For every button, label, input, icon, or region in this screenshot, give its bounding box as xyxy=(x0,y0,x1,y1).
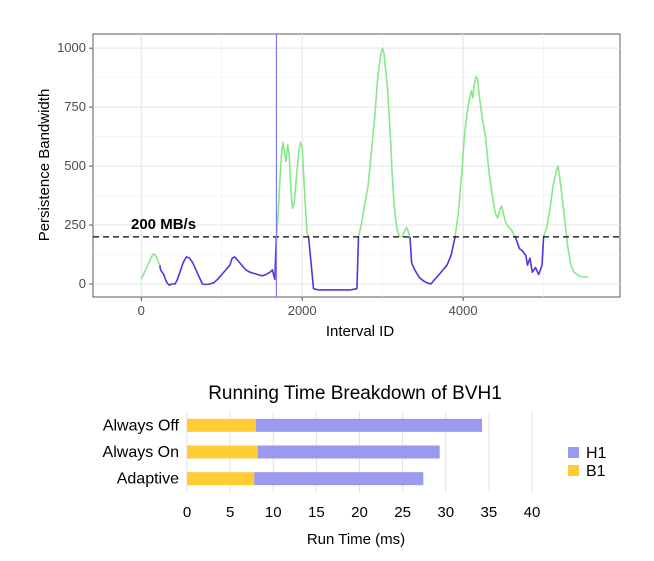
series-line-above-threshold xyxy=(357,47,401,238)
bar-x-tick-label: 40 xyxy=(524,504,541,521)
legend-swatch-B1 xyxy=(568,465,579,476)
line-x-axis-title: Interval ID xyxy=(326,323,395,340)
bar-segment-B1 xyxy=(187,445,258,459)
line-plot-panel xyxy=(92,33,621,298)
line-series-group xyxy=(140,47,589,291)
bar-segment-B1 xyxy=(187,418,256,432)
line-chart: 0 250 500 750 1000 0 2000 4000 200 MB/s Interv… xyxy=(36,33,621,340)
y-tick-label: 250 xyxy=(64,217,86,232)
line-x-axis: 0 2000 4000 xyxy=(138,297,478,318)
bar-category-label: Always On xyxy=(103,444,179,461)
bar-chart-title: Running Time Breakdown of BVH1 xyxy=(208,383,502,404)
series-line-above-threshold xyxy=(140,253,161,280)
bar-segment-H1 xyxy=(256,418,482,432)
bar-x-axis-title: Run Time (ms) xyxy=(307,531,405,548)
bar-x-tick-label: 15 xyxy=(308,504,325,521)
bar-x-tick-label: 10 xyxy=(265,504,282,521)
bar-x-axis: 0 5 10 15 20 25 30 35 40 xyxy=(183,504,541,521)
bar-x-tick-label: 25 xyxy=(394,504,411,521)
legend-swatch-H1 xyxy=(568,447,579,458)
bar-x-tick-label: 30 xyxy=(437,504,454,521)
y-tick-label: 1000 xyxy=(57,40,86,55)
line-reference-lines xyxy=(93,34,620,297)
y-tick-label: 500 xyxy=(64,158,86,173)
bar-category-label: Adaptive xyxy=(117,471,179,488)
series-line-below-threshold xyxy=(159,236,278,287)
line-gridlines xyxy=(93,34,620,297)
y-tick-label: 750 xyxy=(64,99,86,114)
legend-label-B1: B1 xyxy=(586,463,606,480)
series-line-below-threshold xyxy=(307,236,360,291)
series-line-above-threshold xyxy=(275,141,310,238)
bar-x-tick-label: 20 xyxy=(351,504,368,521)
x-tick-label: 0 xyxy=(138,303,145,318)
bar-segment-H1 xyxy=(257,445,440,459)
x-tick-label: 2000 xyxy=(288,303,317,318)
bar-series-group xyxy=(187,418,482,486)
series-line-above-threshold xyxy=(401,226,411,238)
x-tick-label: 4000 xyxy=(449,303,478,318)
line-y-axis: 0 250 500 750 1000 xyxy=(57,40,93,291)
series-line-below-threshold xyxy=(409,236,456,285)
bar-x-tick-label: 5 xyxy=(226,504,234,521)
bar-x-tick-label: 35 xyxy=(481,504,498,521)
bar-chart: Running Time Breakdown of BVH1 0 5 10 15 20 2… xyxy=(103,383,607,548)
bar-x-tick-label: 0 xyxy=(183,504,191,521)
legend-label-H1: H1 xyxy=(586,445,607,462)
series-line-above-threshold xyxy=(542,165,589,278)
threshold-label: 200 MB/s xyxy=(131,216,196,233)
line-y-axis-title: Persistence Bandwidth xyxy=(36,89,53,242)
series-line-above-threshold xyxy=(454,75,517,238)
bar-y-axis: Always Off Always On Adaptive xyxy=(103,417,180,487)
series-line-below-threshold xyxy=(514,236,545,276)
bar-segment-H1 xyxy=(254,472,424,486)
bar-category-label: Always Off xyxy=(103,417,180,434)
bar-segment-B1 xyxy=(187,472,255,486)
y-tick-label: 0 xyxy=(79,276,86,291)
